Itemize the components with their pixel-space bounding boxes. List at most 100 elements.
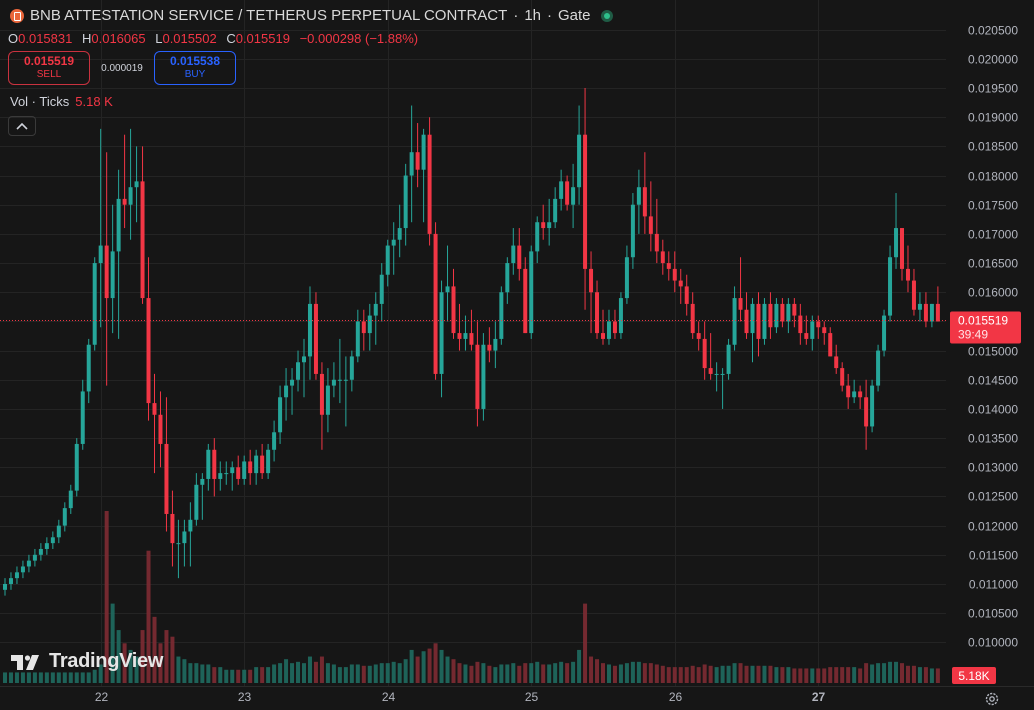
candle bbox=[302, 338, 306, 398]
candle-body bbox=[475, 344, 480, 409]
candle-body bbox=[367, 315, 372, 334]
time-axis[interactable]: 22 23 24 25 26 27 bbox=[95, 690, 826, 704]
volume-bar bbox=[361, 665, 366, 683]
candle bbox=[56, 519, 61, 544]
candle bbox=[355, 309, 360, 363]
candle-body bbox=[116, 198, 121, 252]
volume-bar bbox=[409, 649, 414, 683]
candle-body bbox=[284, 385, 289, 398]
interval-label[interactable]: 1h bbox=[524, 7, 541, 24]
candle-body bbox=[894, 228, 899, 258]
candle-body bbox=[86, 344, 91, 392]
candle-body bbox=[696, 333, 701, 339]
candle bbox=[230, 461, 235, 491]
collapse-legend-button[interactable] bbox=[8, 116, 36, 136]
candle-body bbox=[589, 268, 594, 293]
candle bbox=[307, 286, 312, 380]
candle-body bbox=[62, 508, 67, 526]
candle bbox=[290, 368, 295, 415]
volume-legend: Vol · Ticks 5.18 K bbox=[10, 94, 113, 109]
candle bbox=[547, 198, 552, 246]
volume-bar bbox=[876, 663, 881, 683]
volume-bar bbox=[702, 664, 707, 683]
candle-body bbox=[505, 263, 510, 293]
candle-body bbox=[290, 379, 295, 386]
candle-body bbox=[325, 385, 330, 415]
volume-label[interactable]: Vol · Ticks bbox=[10, 94, 70, 109]
volume-bar bbox=[302, 663, 306, 683]
candle-body bbox=[439, 292, 444, 374]
candle-body bbox=[876, 350, 881, 386]
volume-bar bbox=[224, 669, 229, 683]
candle bbox=[624, 245, 629, 304]
candle bbox=[260, 443, 265, 479]
candle bbox=[577, 105, 582, 205]
candle bbox=[929, 303, 934, 328]
volume-bar bbox=[164, 630, 169, 683]
volume-bar bbox=[595, 659, 600, 683]
candle-body bbox=[630, 204, 635, 258]
candle-body bbox=[660, 251, 665, 264]
candle bbox=[116, 169, 121, 339]
volume-bar bbox=[134, 656, 139, 683]
volume-bar bbox=[517, 665, 522, 683]
candle-body bbox=[68, 490, 73, 509]
candle bbox=[565, 175, 570, 211]
candle-body bbox=[846, 385, 851, 398]
volume-bar bbox=[541, 664, 546, 683]
volume-bar bbox=[50, 672, 55, 683]
volume-bar bbox=[690, 665, 695, 683]
candle bbox=[218, 461, 223, 491]
close-value: 0.015519 bbox=[235, 31, 290, 46]
candle-body bbox=[642, 187, 647, 217]
candle-body bbox=[714, 373, 719, 375]
price-tick-label: 0.012000 bbox=[968, 520, 1018, 534]
market-open-status-icon[interactable] bbox=[600, 9, 613, 22]
candle-body bbox=[624, 257, 629, 299]
candle bbox=[828, 327, 833, 357]
volume-bar bbox=[116, 630, 121, 683]
candle-body bbox=[391, 239, 396, 246]
candle bbox=[140, 146, 145, 304]
candle bbox=[200, 473, 205, 520]
candle-body bbox=[403, 175, 408, 229]
tradingview-logo[interactable]: TradingView bbox=[11, 650, 163, 673]
candle-body bbox=[786, 303, 791, 322]
candle bbox=[421, 128, 426, 223]
sell-button[interactable]: 0.015519 SELL bbox=[8, 51, 90, 85]
volume-bar bbox=[307, 656, 312, 683]
volume-bar bbox=[236, 669, 241, 683]
volume-bar bbox=[218, 667, 223, 683]
candle bbox=[595, 280, 600, 339]
volume-bar bbox=[547, 664, 552, 683]
candle-body bbox=[798, 315, 803, 334]
candle-body bbox=[397, 228, 402, 240]
candle-body bbox=[152, 403, 157, 415]
candle bbox=[373, 292, 378, 345]
candle-body bbox=[158, 414, 163, 444]
candle-body bbox=[409, 152, 414, 176]
candle bbox=[618, 292, 623, 339]
candle bbox=[589, 251, 594, 334]
last-price-value: 0.015519 bbox=[958, 314, 1008, 328]
separator: · bbox=[547, 7, 552, 24]
candle-body bbox=[612, 321, 617, 334]
volume-bar bbox=[56, 672, 61, 683]
buy-button[interactable]: 0.015538 BUY bbox=[154, 51, 236, 85]
candle bbox=[313, 292, 318, 380]
volume-bar bbox=[714, 667, 719, 683]
symbol-name[interactable]: BNB ATTESTATION SERVICE / TETHERUS PERPE… bbox=[30, 7, 508, 24]
candle bbox=[505, 257, 510, 304]
candle bbox=[415, 123, 420, 188]
volume-bar bbox=[559, 661, 564, 683]
candle bbox=[834, 344, 839, 374]
price-tick-label: 0.010500 bbox=[968, 607, 1018, 621]
candle-body bbox=[218, 473, 223, 479]
candle bbox=[439, 280, 444, 398]
candle-body bbox=[636, 187, 641, 205]
settings-gear-icon[interactable] bbox=[984, 691, 1000, 707]
candle bbox=[8, 572, 13, 590]
price-tick-label: 0.010000 bbox=[968, 636, 1018, 650]
